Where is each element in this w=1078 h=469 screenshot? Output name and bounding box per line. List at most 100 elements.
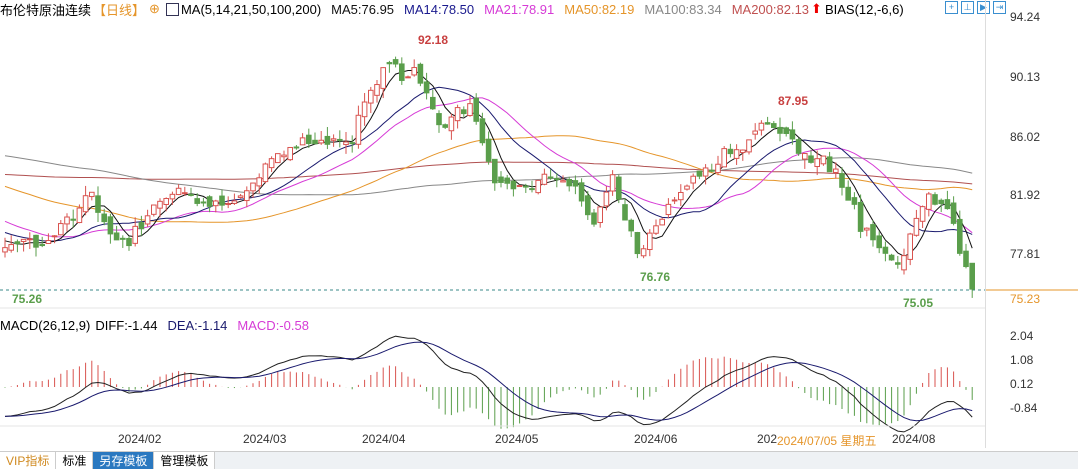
candle <box>374 84 380 96</box>
candle <box>473 97 479 122</box>
candle <box>51 235 58 238</box>
candle <box>231 200 238 204</box>
high-annotation: 92.18 <box>418 33 449 47</box>
period-label[interactable]: 【日线】 <box>93 2 146 18</box>
candle <box>758 122 765 131</box>
candle <box>287 146 293 161</box>
low-annotation: 75.26 <box>12 292 43 306</box>
macd-tick: -0.84 <box>1010 401 1038 415</box>
indicator-icon[interactable] <box>165 2 179 16</box>
tab-save-template[interactable]: 另存模板 <box>93 452 155 469</box>
candle <box>554 178 560 181</box>
candle <box>696 170 703 177</box>
candle <box>306 134 312 145</box>
candle <box>572 180 579 187</box>
candle <box>39 244 46 247</box>
add-icon[interactable]: ⊕ <box>149 1 160 16</box>
candle <box>609 174 616 192</box>
candle <box>70 218 77 221</box>
macd-tick: 2.04 <box>1010 329 1034 343</box>
candle <box>814 158 821 167</box>
candle <box>957 218 963 254</box>
candle <box>802 153 808 160</box>
macd-diff: DIFF:-1.44 <box>95 317 158 333</box>
date-tick: 202 <box>757 432 778 446</box>
bias-label: BIAS(12,-6,6) <box>824 1 904 17</box>
ma100-value: MA100:83.34 <box>644 1 722 17</box>
candle <box>926 193 932 210</box>
date-tick: 2024/06 <box>634 432 678 446</box>
candle <box>529 188 535 191</box>
candle <box>771 123 777 129</box>
macd-label: MACD(26,12,9) <box>0 317 91 333</box>
candle <box>603 191 610 207</box>
exit-icon[interactable]: ⇥ <box>993 1 1006 14</box>
candle <box>14 241 21 245</box>
candle <box>541 173 548 185</box>
macd-header: MACD(26,12,9) DIFF:-1.44 DEA:-1.14 MACD:… <box>0 316 319 334</box>
tab-standard[interactable]: 标准 <box>56 452 94 469</box>
price-tick: 86.02 <box>1010 130 1041 144</box>
candle <box>851 197 858 205</box>
candle <box>163 198 169 205</box>
date-tick: 2024/03 <box>243 432 287 446</box>
dea-line <box>4 341 973 422</box>
candle <box>547 176 554 179</box>
price-tick: 90.13 <box>1010 70 1041 84</box>
candle <box>368 89 374 104</box>
candle <box>200 201 207 204</box>
candle <box>448 116 455 132</box>
low-annotation: 75.05 <box>903 296 934 310</box>
candle <box>318 139 324 144</box>
candle <box>436 113 442 126</box>
candle <box>219 195 225 206</box>
crosshair-icon[interactable]: + <box>945 1 958 14</box>
candle <box>864 227 870 231</box>
candle <box>120 237 126 240</box>
candle <box>250 182 256 192</box>
candle <box>113 232 120 241</box>
date-tick: 2024/08 <box>892 432 936 446</box>
candle <box>950 202 957 224</box>
candle <box>919 206 926 222</box>
candle <box>405 76 411 79</box>
candle <box>157 200 163 209</box>
candle <box>8 244 14 251</box>
candle <box>895 262 901 265</box>
candle <box>504 177 510 184</box>
candle <box>938 199 945 205</box>
ma5-value: MA5:76.95 <box>331 1 395 17</box>
candle <box>194 198 200 204</box>
candle <box>399 63 405 81</box>
candle <box>907 233 914 260</box>
play-icon[interactable]: ▶ <box>977 1 990 14</box>
candle <box>516 185 523 188</box>
candle <box>727 148 734 155</box>
candle <box>337 138 343 141</box>
candle <box>213 200 219 207</box>
candle <box>665 203 672 216</box>
tab-vip-indicators[interactable]: VIP指标 <box>0 452 57 469</box>
candle <box>523 185 529 188</box>
candle <box>888 254 895 261</box>
candle <box>206 196 213 207</box>
candle <box>324 135 331 145</box>
zoom-icon[interactable]: ⊥ <box>961 1 974 14</box>
candle <box>597 206 604 224</box>
candle <box>560 180 566 183</box>
candle <box>268 158 275 169</box>
candle <box>58 223 64 236</box>
high-annotation: 87.95 <box>778 94 809 108</box>
candle <box>777 126 783 134</box>
candle <box>467 103 473 117</box>
candle <box>659 218 666 226</box>
candle <box>833 168 839 173</box>
ma-label: MA(5,14,21,50,100,200) <box>180 1 322 17</box>
candle <box>107 216 114 235</box>
tab-manage-templates[interactable]: 管理模板 <box>154 452 216 469</box>
candle <box>485 138 492 162</box>
candle <box>808 155 814 163</box>
candle <box>442 124 448 128</box>
candle <box>826 156 833 173</box>
